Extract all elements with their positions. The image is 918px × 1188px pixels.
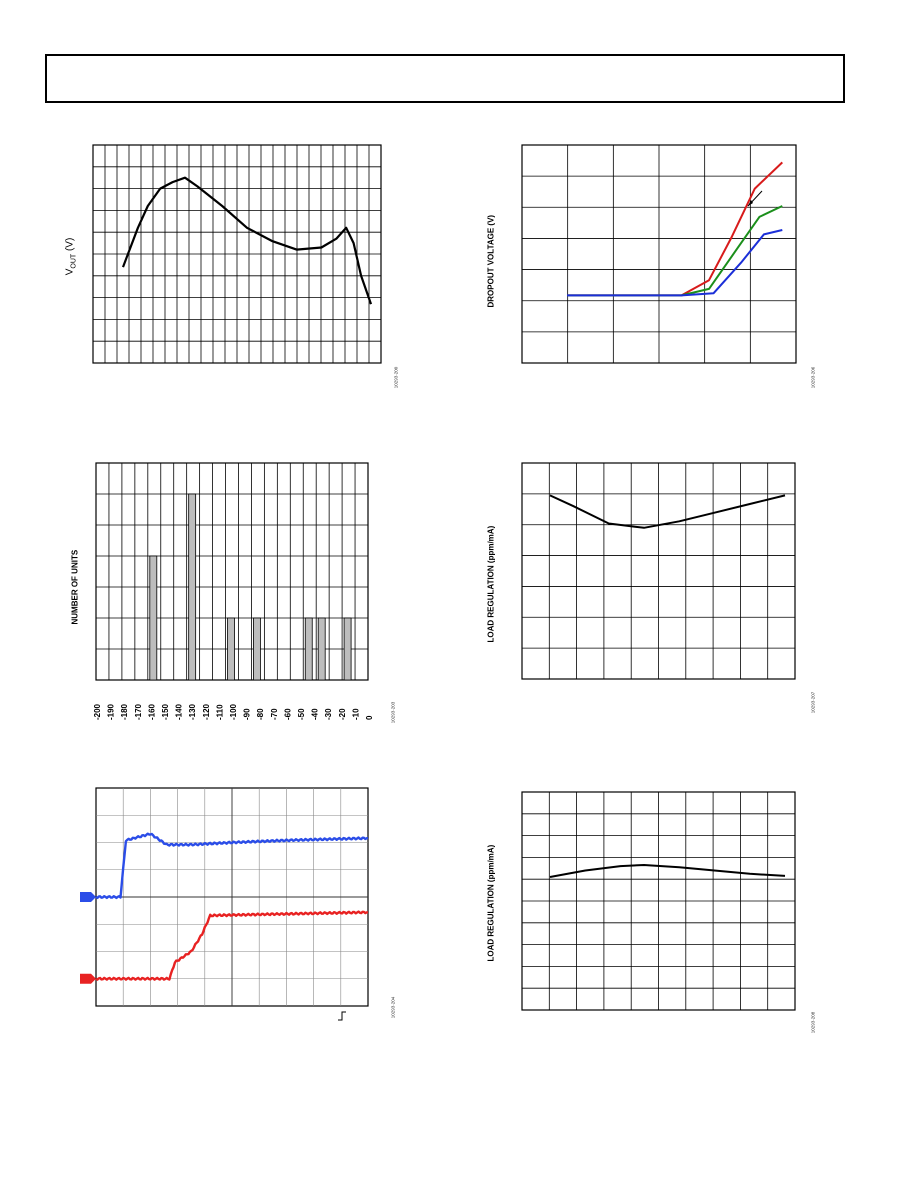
x-tick-label: -100 — [229, 703, 238, 720]
x-tick-label: -70 — [270, 708, 279, 720]
x-tick-label: -200 — [93, 703, 102, 720]
series-line — [549, 864, 786, 878]
x-tick-label: -130 — [188, 703, 197, 720]
histogram-bar — [343, 617, 352, 681]
grid — [521, 144, 797, 364]
chart-load-reg-1-svg — [521, 462, 796, 680]
figure-id: 10293-204 — [390, 996, 396, 1019]
histogram-bar — [227, 617, 235, 681]
x-tick-label: -60 — [283, 708, 292, 720]
x-tick-label: -20 — [338, 708, 347, 720]
figure-id: 10293-207 — [810, 691, 816, 714]
page-header-box — [45, 54, 845, 103]
y-axis-label: VOUT (V) — [64, 237, 78, 276]
figure-id: 10293-206 — [810, 366, 816, 389]
channel-marker — [80, 892, 96, 902]
figure-id: 10293-208 — [810, 1011, 816, 1034]
x-tick-label: -80 — [256, 708, 265, 720]
histogram-bar — [253, 617, 261, 681]
series-line — [121, 176, 373, 305]
channel-marker — [80, 973, 96, 984]
series-line — [567, 229, 783, 297]
figure-id: 10293-200 — [393, 366, 399, 389]
chart-histogram-svg: -200 -190 -180 -170 -160 -150 -140 -130 -120 -110… — [93, 462, 374, 720]
x-tick-label: 0 — [365, 715, 374, 720]
grid — [521, 462, 796, 680]
chart-dropout-voltage: DROPOUT VOLTAGE (V) 10293-206 — [480, 140, 820, 400]
chart-vout: VOUT (V) 10293-200 — [60, 140, 400, 400]
grid — [92, 144, 382, 364]
y-axis-label: NUMBER OF UNITS — [70, 549, 80, 625]
histogram-bar — [149, 555, 158, 681]
figure-id: 10293-203 — [390, 701, 396, 724]
chart-scope-capture: 10293-204 — [60, 780, 400, 1040]
histogram-bar — [304, 617, 313, 681]
x-tick-label: -140 — [175, 703, 184, 720]
y-axis-label: LOAD REGULATION (ppm/mA) — [486, 525, 496, 643]
x-tick-label: -90 — [243, 708, 252, 720]
annotation-arrowhead — [748, 200, 753, 206]
chart-dropout-svg — [521, 144, 797, 364]
x-tick-label: -170 — [134, 703, 143, 720]
x-tick-label: -190 — [107, 703, 116, 720]
y-axis-label: DROPOUT VOLTAGE (V) — [486, 214, 496, 308]
x-tick-label: -10 — [351, 708, 360, 720]
x-tick-label: -40 — [311, 708, 320, 720]
chart-load-reg-2-svg — [521, 791, 796, 1011]
series-line — [549, 494, 786, 529]
chart-histogram: -200 -190 -180 -170 -160 -150 -140 -130 -120 -110… — [60, 455, 400, 730]
trigger-edge-icon — [338, 1011, 346, 1021]
scope-trace — [95, 910, 369, 981]
x-tick-label: -180 — [120, 703, 129, 720]
scope-trace — [95, 832, 369, 900]
x-tick-label: -30 — [324, 708, 333, 720]
x-tick-label: -110 — [215, 704, 224, 720]
grid — [521, 791, 796, 1011]
y-axis-label: LOAD REGULATION (ppm/mA) — [486, 844, 496, 962]
chart-load-regulation-2: LOAD REGULATION (ppm/mA) 10293-208 — [480, 780, 820, 1045]
histogram-bar — [317, 617, 326, 681]
chart-scope-svg — [80, 787, 369, 1021]
chart-load-regulation-1: LOAD REGULATION (ppm/mA) 10293-207 — [480, 455, 820, 730]
chart-vout-svg — [92, 144, 382, 364]
x-tick-label: -120 — [202, 703, 211, 720]
x-tick-label: -160 — [147, 703, 156, 720]
x-tick-label: -50 — [297, 708, 306, 720]
histogram-bar — [188, 493, 197, 681]
x-tick-label: -150 — [161, 703, 170, 720]
